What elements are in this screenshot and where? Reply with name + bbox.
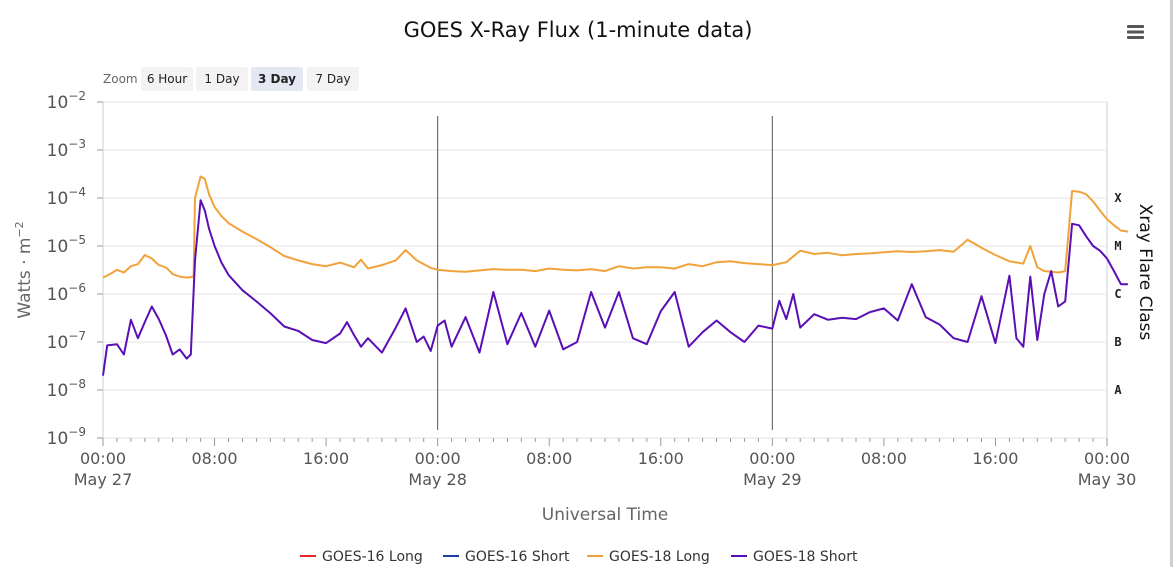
x-axis-title: Universal Time xyxy=(542,505,668,525)
zoom-button-bg[interactable] xyxy=(141,67,193,91)
gridlines xyxy=(103,101,1107,439)
y-tick-label: 10−9 xyxy=(47,425,86,449)
zoom-button-0[interactable]: 6 Hour xyxy=(141,67,193,91)
zoom-button-2[interactable]: 3 Day xyxy=(251,67,303,91)
zoom-button-label[interactable]: 1 Day xyxy=(204,72,239,86)
day-dividers xyxy=(437,116,773,430)
y-tick-label: 10−3 xyxy=(47,137,86,161)
x-tick-label: 00:00 xyxy=(749,449,795,468)
legend-label[interactable]: GOES-18 Long xyxy=(609,549,710,565)
legend-label[interactable]: GOES-16 Short xyxy=(465,549,570,565)
chart-title: GOES X-Ray Flux (1-minute data) xyxy=(404,18,753,42)
legend-label[interactable]: GOES-18 Short xyxy=(753,549,858,565)
zoom-button-label[interactable]: 6 Hour xyxy=(147,72,187,86)
x-tick-label: 08:00 xyxy=(861,449,907,468)
x-tick-date: May 27 xyxy=(74,470,133,489)
series-line-goes-18-short xyxy=(102,199,1128,376)
legend-item[interactable]: GOES-16 Short xyxy=(443,549,570,565)
x-axis: 00:00 May 27 08:00 16:00 00:00 May 28 08:00 16:… xyxy=(74,438,1137,489)
legend-item[interactable]: GOES-18 Short xyxy=(731,549,858,565)
x-tick-date: May 28 xyxy=(408,470,467,489)
zoom-button-1[interactable]: 1 Day xyxy=(196,67,248,91)
x-tick-label: 08:00 xyxy=(192,449,238,468)
x-tick-date: May 29 xyxy=(743,470,802,489)
y-tick-label: 10−5 xyxy=(47,233,86,257)
flare-class-axis: A B C M X xyxy=(1114,191,1122,397)
zoom-button-bg[interactable] xyxy=(196,67,248,91)
x-tick-label: 00:00 xyxy=(80,449,126,468)
zoom-button-label[interactable]: 7 Day xyxy=(315,72,350,86)
y-tick-label: 10−8 xyxy=(47,377,86,401)
flare-class-b: B xyxy=(1114,335,1121,349)
flare-class-x: X xyxy=(1114,191,1122,205)
menu-button[interactable] xyxy=(1127,25,1144,39)
y-tick-label: 10−4 xyxy=(47,185,86,209)
flare-class-a: A xyxy=(1114,383,1122,397)
legend-item[interactable]: GOES-16 Long xyxy=(300,549,423,565)
y-axis: 10−9 10−8 10−7 10−6 10−5 10−4 10−3 10−2 xyxy=(47,89,103,449)
x-tick-label: 16:00 xyxy=(638,449,684,468)
zoom-bar: Zoom 6 Hour 1 Day 3 Day 7 Day xyxy=(103,67,359,91)
zoom-button-bg[interactable] xyxy=(307,67,359,91)
x-tick-label: 00:00 xyxy=(415,449,461,468)
series-lines xyxy=(102,175,1129,376)
legend-item[interactable]: GOES-18 Long xyxy=(587,549,710,565)
zoom-button-3[interactable]: 7 Day xyxy=(307,67,359,91)
x-tick-label: 16:00 xyxy=(972,449,1018,468)
flare-class-c: C xyxy=(1114,287,1121,301)
zoom-button-label[interactable]: 3 Day xyxy=(258,72,296,86)
y-tick-label: 10−6 xyxy=(47,281,86,305)
x-tick-date: May 30 xyxy=(1078,470,1137,489)
plot-area xyxy=(102,101,1108,439)
zoom-label: Zoom xyxy=(103,72,138,86)
legend: GOES-16 Long GOES-16 Short GOES-18 Long GOE… xyxy=(300,549,858,565)
x-tick-label: 16:00 xyxy=(303,449,349,468)
x-tick-label: 08:00 xyxy=(526,449,572,468)
y-axis-title: Watts · m−2 xyxy=(13,221,35,318)
flare-class-m: M xyxy=(1114,239,1121,253)
zoom-button-bg[interactable] xyxy=(251,67,303,91)
x-tick-label: 00:00 xyxy=(1084,449,1130,468)
y-tick-label: 10−7 xyxy=(47,329,86,353)
y-tick-label: 10−2 xyxy=(47,89,86,113)
right-axis-title: Xray Flare Class xyxy=(1135,204,1155,341)
legend-label[interactable]: GOES-16 Long xyxy=(322,549,423,565)
series-line-goes-18-long xyxy=(102,175,1129,279)
